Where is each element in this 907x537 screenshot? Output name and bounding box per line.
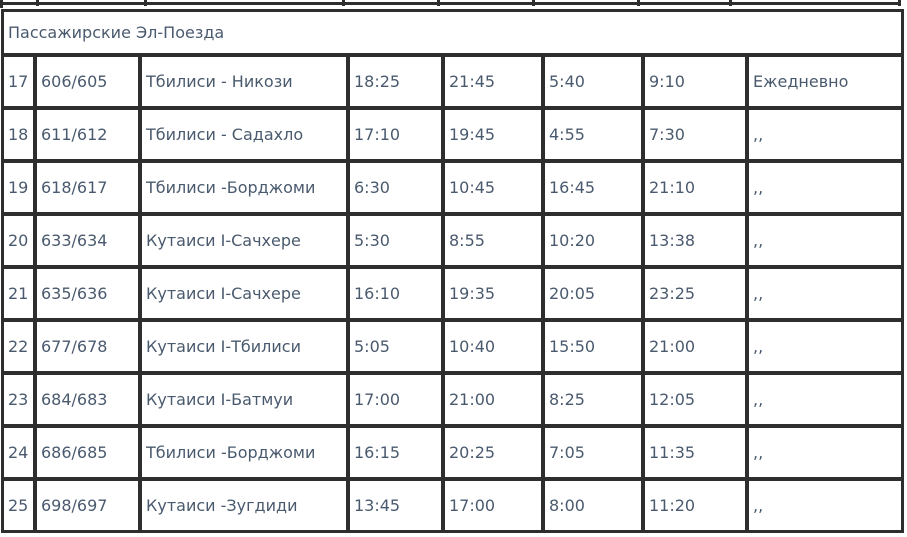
- cell-time-3: 15:50: [543, 320, 643, 373]
- cell-time-1: 16:15: [348, 426, 443, 479]
- cell-time-4: 21:00: [643, 320, 747, 373]
- cell-time-3: 7:05: [543, 426, 643, 479]
- cell-time-2: 10:40: [443, 320, 543, 373]
- cell-train-number: 698/697: [35, 479, 140, 532]
- cell-row-number: 18: [2, 108, 35, 161]
- cell-time-1: 17:00: [348, 373, 443, 426]
- cell-route: Кутаиси I-Сачхере: [140, 267, 348, 320]
- cell-time-4: 23:25: [643, 267, 747, 320]
- schedule-row: 21 635/636 Кутаиси I-Сачхере 16:10 19:35…: [2, 267, 904, 320]
- cell-time-3: 10:20: [543, 214, 643, 267]
- cell-train-number: 618/617: [35, 161, 140, 214]
- cell-frequency: ,,: [747, 267, 904, 320]
- cell-time-3: 20:05: [543, 267, 643, 320]
- cell-time-1: 5:30: [348, 214, 443, 267]
- cell-time-1: 16:10: [348, 267, 443, 320]
- table-border-fragment: [36, 0, 39, 6]
- cell-route: Тбилиси - Никози: [140, 55, 348, 108]
- table-border-fragment: [144, 0, 147, 6]
- schedule-row: 19 618/617 Тбилиси -Борджоми 6:30 10:45 …: [2, 161, 904, 214]
- cell-time-3: 8:00: [543, 479, 643, 532]
- cell-time-2: 19:35: [443, 267, 543, 320]
- cell-time-4: 12:05: [643, 373, 747, 426]
- schedule-row: 18 611/612 Тбилиси - Садахло 17:10 19:45…: [2, 108, 904, 161]
- cell-time-3: 4:55: [543, 108, 643, 161]
- cell-frequency: ,,: [747, 373, 904, 426]
- cell-time-4: 11:35: [643, 426, 747, 479]
- cell-train-number: 686/685: [35, 426, 140, 479]
- cell-frequency: ,,: [747, 426, 904, 479]
- cell-train-number: 684/683: [35, 373, 140, 426]
- schedule-row: 20 633/634 Кутаиси I-Сачхере 5:30 8:55 1…: [2, 214, 904, 267]
- cell-row-number: 19: [2, 161, 35, 214]
- cell-frequency: ,,: [747, 479, 904, 532]
- table-border-fragment: [0, 0, 3, 8]
- schedule-row: 17 606/605 Тбилиси - Никози 18:25 21:45 …: [2, 55, 904, 108]
- cell-time-3: 16:45: [543, 161, 643, 214]
- cell-row-number: 23: [2, 373, 35, 426]
- cell-train-number: 635/636: [35, 267, 140, 320]
- cell-time-3: 5:40: [543, 55, 643, 108]
- cell-frequency: Ежедневно: [747, 55, 904, 108]
- cell-frequency: ,,: [747, 108, 904, 161]
- cell-time-1: 5:05: [348, 320, 443, 373]
- cell-route: Кутаиси I-Сачхере: [140, 214, 348, 267]
- cell-route: Тбилиси - Садахло: [140, 108, 348, 161]
- cell-time-4: 7:30: [643, 108, 747, 161]
- cell-row-number: 21: [2, 267, 35, 320]
- cell-route: Кутаиси -Зугдиди: [140, 479, 348, 532]
- table-border-fragment: [637, 0, 640, 6]
- cell-train-number: 606/605: [35, 55, 140, 108]
- cell-train-number: 611/612: [35, 108, 140, 161]
- schedule-row: 24 686/685 Тбилиси -Борджоми 16:15 20:25…: [2, 426, 904, 479]
- table-border-fragment: [437, 0, 440, 6]
- schedule-row: 23 684/683 Кутаиси I-Батмуи 17:00 21:00 …: [2, 373, 904, 426]
- cell-time-2: 17:00: [443, 479, 543, 532]
- cell-frequency: ,,: [747, 214, 904, 267]
- schedule-row: 22 677/678 Кутаиси I-Тбилиси 5:05 10:40 …: [2, 320, 904, 373]
- cell-route: Тбилиси -Борджоми: [140, 161, 348, 214]
- table-border-fragment: [898, 0, 901, 6]
- cell-time-1: 6:30: [348, 161, 443, 214]
- cell-train-number: 633/634: [35, 214, 140, 267]
- cell-time-4: 9:10: [643, 55, 747, 108]
- train-schedule-table: Пассажирские Эл-Поезда 17 606/605 Тбилис…: [1, 9, 905, 533]
- cell-route: Кутаиси I-Тбилиси: [140, 320, 348, 373]
- section-header-row: Пассажирские Эл-Поезда: [2, 10, 904, 55]
- cell-row-number: 22: [2, 320, 35, 373]
- cell-time-4: 21:10: [643, 161, 747, 214]
- section-title: Пассажирские Эл-Поезда: [2, 10, 904, 55]
- cell-time-2: 20:25: [443, 426, 543, 479]
- schedule-row: 25 698/697 Кутаиси -Зугдиди 13:45 17:00 …: [2, 479, 904, 532]
- cell-row-number: 17: [2, 55, 35, 108]
- cell-time-1: 13:45: [348, 479, 443, 532]
- cell-time-2: 19:45: [443, 108, 543, 161]
- table-border-fragment: [0, 2, 901, 5]
- cell-time-2: 21:00: [443, 373, 543, 426]
- table-border-fragment: [342, 0, 345, 6]
- previous-table-bottom-edge: [0, 0, 901, 8]
- cell-time-3: 8:25: [543, 373, 643, 426]
- table-border-fragment: [532, 0, 535, 6]
- cell-train-number: 677/678: [35, 320, 140, 373]
- cell-time-2: 10:45: [443, 161, 543, 214]
- cell-route: Кутаиси I-Батмуи: [140, 373, 348, 426]
- cell-frequency: ,,: [747, 320, 904, 373]
- cell-row-number: 20: [2, 214, 35, 267]
- cell-time-4: 13:38: [643, 214, 747, 267]
- cell-time-1: 18:25: [348, 55, 443, 108]
- cell-time-2: 8:55: [443, 214, 543, 267]
- cell-time-2: 21:45: [443, 55, 543, 108]
- table-border-fragment: [729, 0, 732, 6]
- cell-time-4: 11:20: [643, 479, 747, 532]
- cell-route: Тбилиси -Борджоми: [140, 426, 348, 479]
- cell-row-number: 25: [2, 479, 35, 532]
- cell-frequency: ,,: [747, 161, 904, 214]
- cell-time-1: 17:10: [348, 108, 443, 161]
- cell-row-number: 24: [2, 426, 35, 479]
